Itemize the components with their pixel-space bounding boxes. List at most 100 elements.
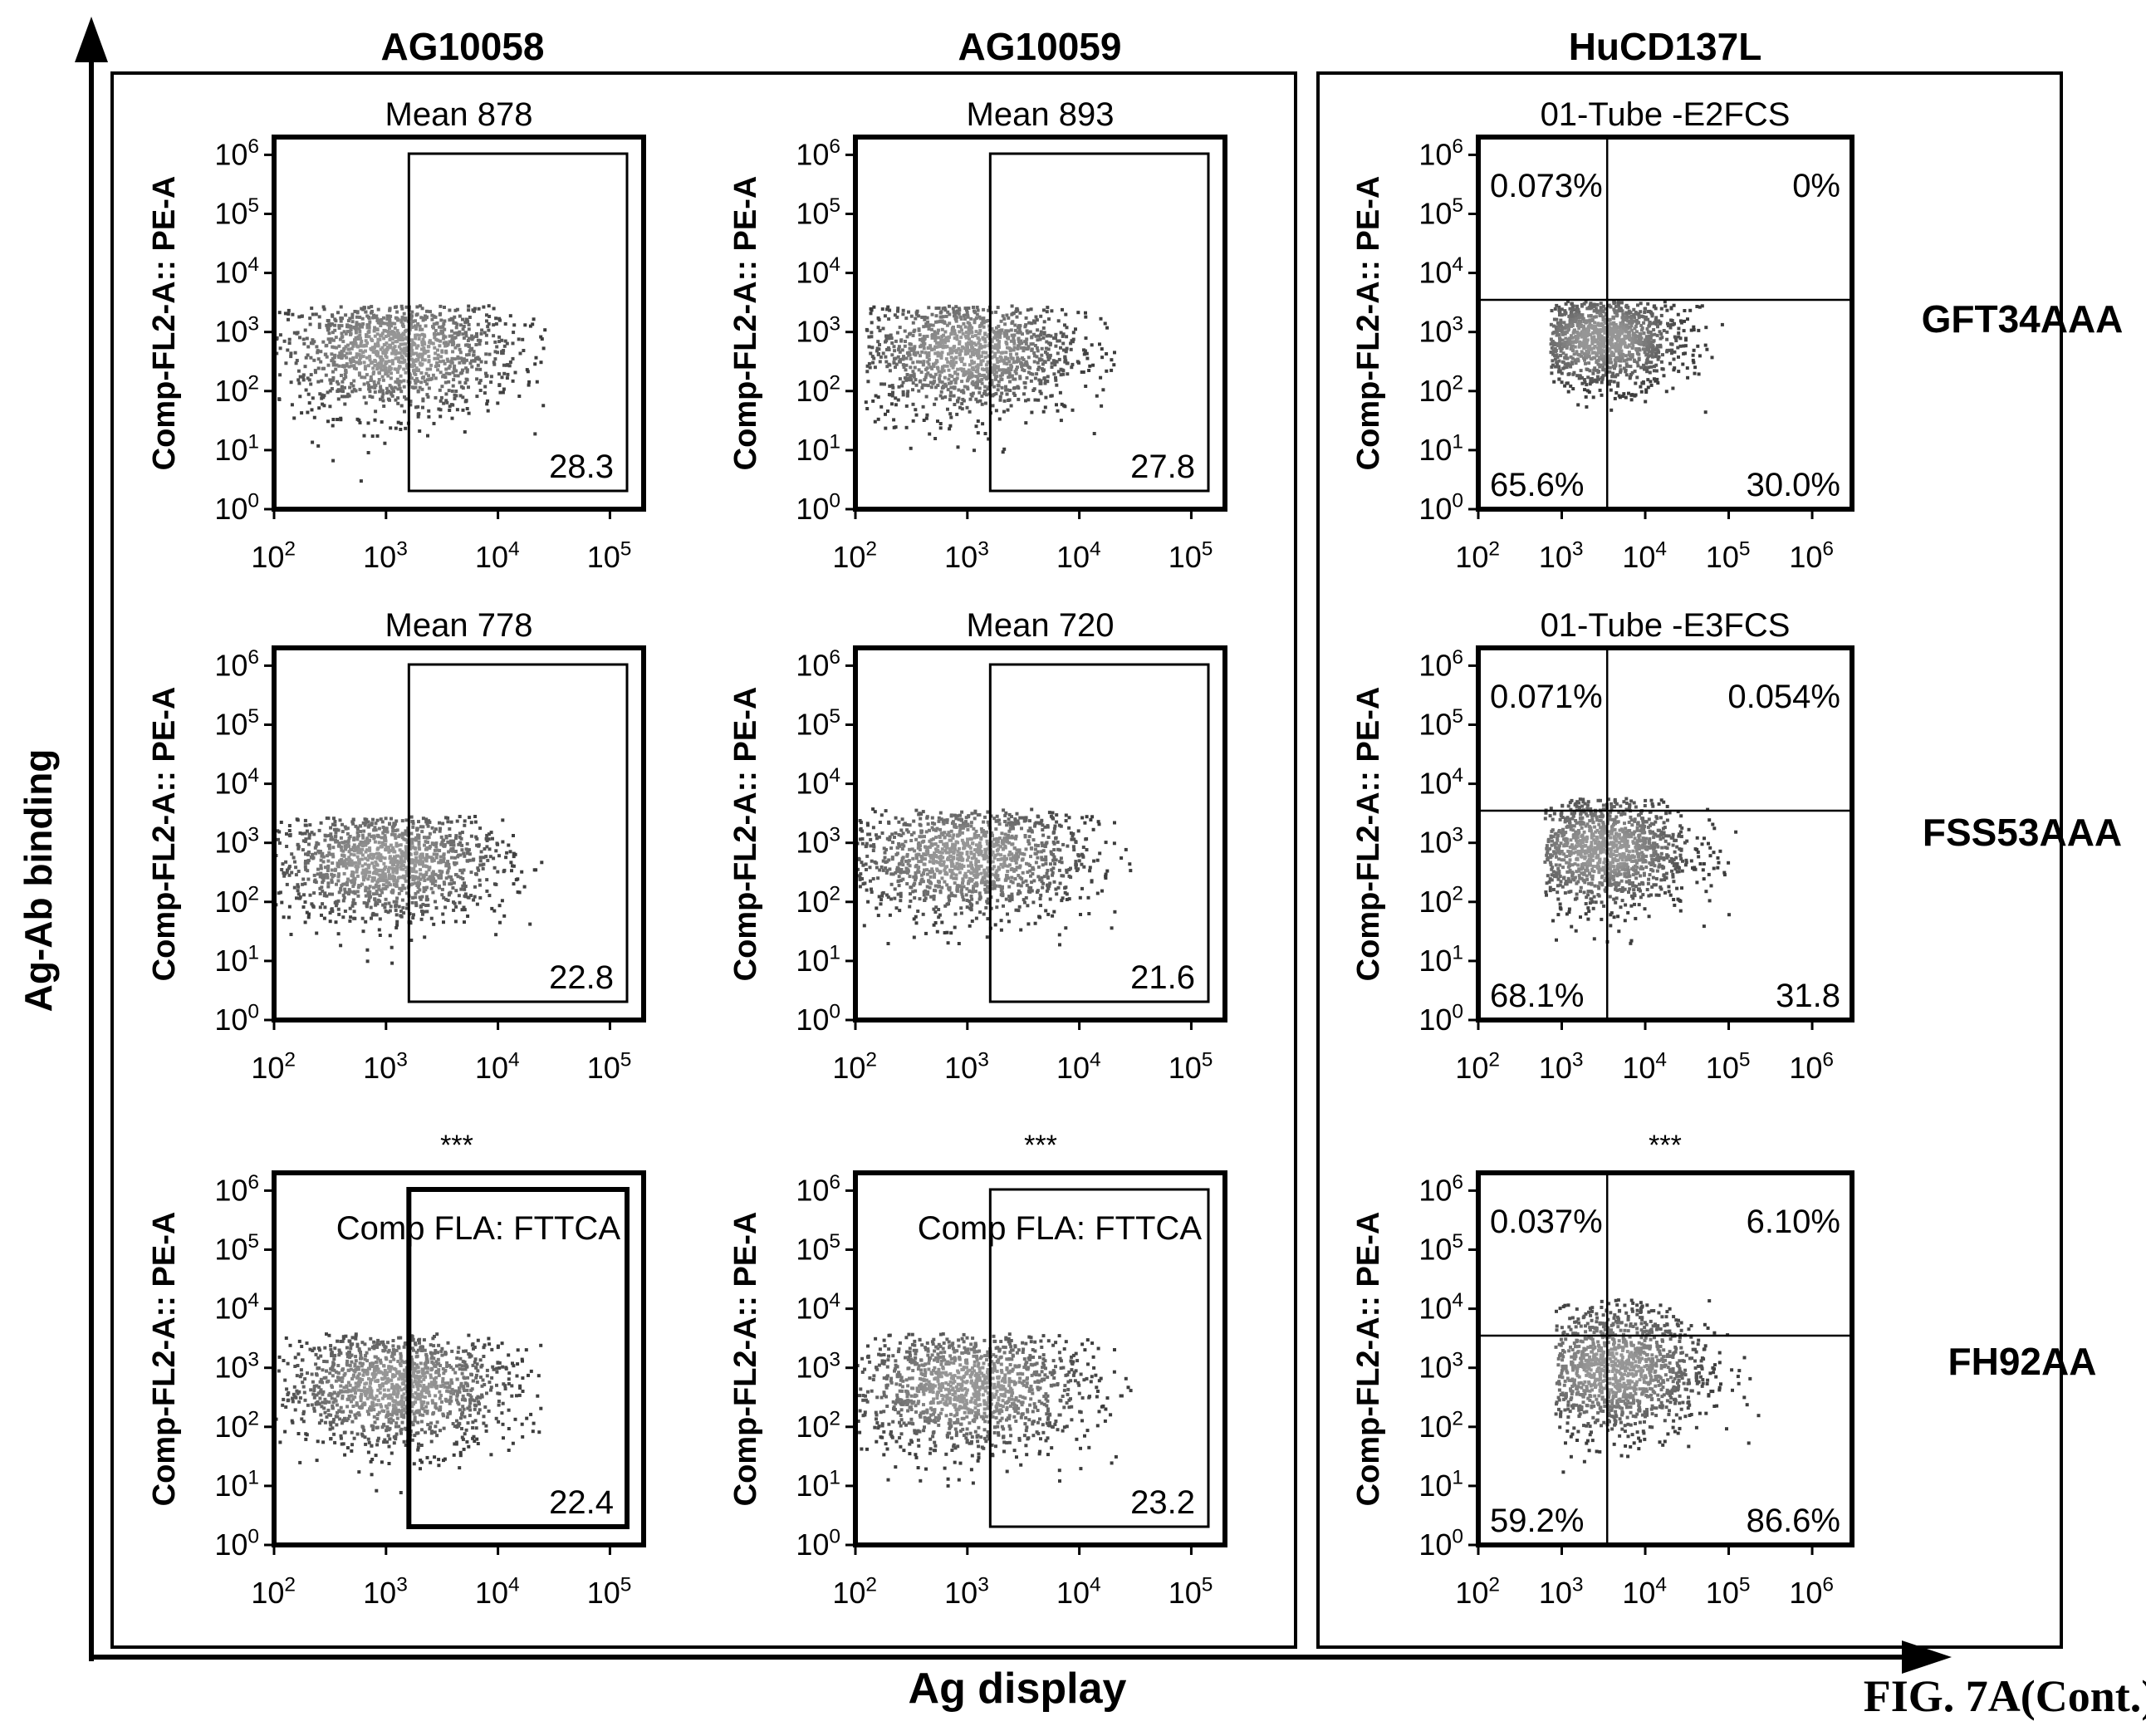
scatter-point [1555,353,1559,357]
scatter-point [1011,334,1015,338]
scatter-point [285,845,289,848]
scatter-point [364,843,368,847]
scatter-point [287,312,291,316]
scatter-point [940,341,944,345]
scatter-point [287,905,292,909]
scatter-point [337,912,341,916]
scatter-point [1098,342,1101,346]
scatter-point [439,304,443,308]
scatter-point [1649,330,1653,334]
scatter-point [1587,390,1591,394]
scatter-point [1602,317,1606,321]
scatter-point [418,855,422,859]
scatter-point [360,847,365,851]
scatter-point [399,342,403,346]
scatter-point [393,385,397,390]
scatter-point [973,311,977,315]
scatter-point [1040,358,1044,362]
scatter-point [325,894,329,898]
scatter-point [968,348,972,352]
y-axis-label: Comp-FL2-A:: PE-A [147,176,182,471]
scatter-point [1573,308,1577,311]
scatter-point [354,847,358,851]
scatter-point [1624,324,1629,328]
scatter-point [394,305,399,309]
scatter-point [1110,368,1114,372]
scatter-point [543,328,547,332]
scatter-point [1642,331,1646,336]
scatter-point [312,891,316,895]
scatter-point [1673,350,1677,354]
scatter-point [1584,352,1588,356]
scatter-point [968,321,972,326]
scatter-point [1623,341,1627,345]
scatter-point [468,361,473,365]
scatter-point [1654,369,1658,373]
scatter-point [1029,307,1033,311]
row-label-1: GFT34AAA [1922,297,2124,341]
scatter-point [948,424,953,428]
scatter-point [1653,365,1656,369]
scatter-point [1570,307,1575,311]
scatter-point [345,831,350,836]
scatter-point [1599,328,1603,331]
scatter-point [1569,314,1573,318]
scatter-point [979,360,983,363]
scatter-point [347,892,350,896]
scatter-point [1051,359,1056,363]
y-tick-label: 104 [796,253,840,289]
scatter-point [1020,362,1024,365]
scatter-point [1660,336,1664,340]
scatter-point [321,851,325,856]
scatter-point [337,890,341,895]
gate-value: 27.8 [1130,449,1195,485]
scatter-point [1620,329,1624,333]
scatter-point [1017,397,1021,401]
scatter-point [1617,307,1621,311]
scatter-point [1649,380,1653,384]
scatter-point [294,873,298,877]
scatter-point [323,838,327,842]
scatter-point [885,347,889,351]
scatter-point [433,356,437,360]
scatter-point [958,325,963,329]
scatter-point [1571,318,1575,322]
scatter-point [475,395,479,399]
scatter-point [423,351,427,355]
scatter-point [1596,336,1600,340]
scatter-point [372,835,376,839]
scatter-point [348,906,352,910]
scatter-point [447,862,451,866]
scatter-point [870,355,875,359]
scatter-point [401,322,405,326]
scatter-point [432,421,436,425]
scatter-point [314,312,318,316]
scatter-point [436,348,439,352]
scatter-point [1662,374,1666,378]
y-tick-label: 101 [1418,431,1463,467]
scatter-point [313,846,317,850]
scatter-point [348,385,352,390]
scatter-point [1659,306,1663,311]
scatter-point [448,308,452,312]
scatter-point [1100,404,1104,408]
scatter-point [429,845,433,848]
scatter-point [390,337,394,341]
scatter-point [393,331,397,336]
scatter-point [332,356,336,360]
scatter-point [336,311,340,315]
scatter-point [1559,320,1563,324]
scatter-point [467,327,471,331]
scatter-point [382,867,386,871]
scatter-point [953,332,957,336]
scatter-point [950,375,954,379]
scatter-point [341,864,345,868]
scatter-point [991,346,995,350]
scatter-point [924,373,928,377]
y-tick-label: 105 [796,194,840,230]
scatter-point [1026,398,1031,402]
scatter-point [305,829,309,833]
scatter-point [1647,341,1651,346]
scatter-point [1565,324,1569,328]
column-header-1: AG10058 [381,25,545,68]
